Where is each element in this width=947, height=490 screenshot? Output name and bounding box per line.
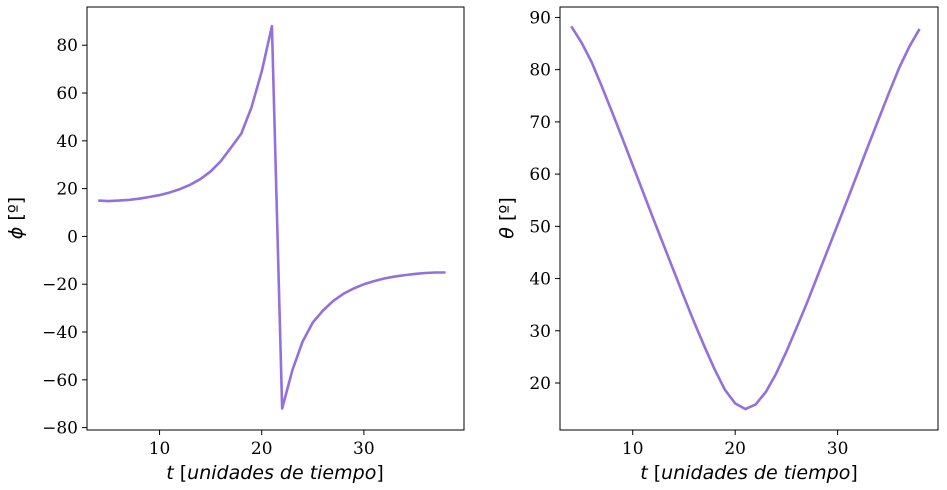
y-tick-label-phi: 20 <box>56 180 78 200</box>
plot-area-phi <box>87 7 464 430</box>
x-tick-label-theta: 30 <box>827 439 849 459</box>
x-tick-label-theta: 10 <box>622 439 644 459</box>
x-axis-label-theta: t [unidades de tiempo] <box>640 462 857 484</box>
series-line-phi <box>98 24 446 410</box>
y-tick-label-phi: −40 <box>42 323 78 343</box>
axes-frame-theta <box>559 6 939 431</box>
y-tick-label-theta: 30 <box>529 322 551 342</box>
y-tick-label-theta: 60 <box>529 165 551 185</box>
axes-frame-phi <box>86 6 465 431</box>
y-tick-label-phi: 60 <box>56 84 78 104</box>
y-tick-label-phi: 80 <box>56 36 78 56</box>
y-tick-label-phi: −80 <box>42 419 78 439</box>
y-tick-label-theta: 80 <box>529 61 551 81</box>
x-tick-label-phi: 20 <box>251 439 273 459</box>
series-line-theta <box>570 25 921 411</box>
y-tick-label-phi: 40 <box>56 132 78 152</box>
y-axis-label-phi: ϕ [º] <box>5 197 27 239</box>
subplot-phi: 10 20 30 −80 −60 −40 −20 0 20 40 60 80 t [unidades … <box>5 6 465 484</box>
y-tick-label-theta: 50 <box>529 217 551 237</box>
tick-group-theta: 10 20 30 20 30 40 50 60 70 80 90 <box>529 8 848 459</box>
subplot-theta: 10 20 30 20 30 40 50 60 70 80 90 t [unidades de ti… <box>496 6 939 484</box>
y-tick-label-phi: −20 <box>42 275 78 295</box>
x-tick-label-phi: 30 <box>353 439 375 459</box>
y-tick-label-theta: 40 <box>529 270 551 290</box>
y-tick-label-theta: 70 <box>529 113 551 133</box>
x-axis-label-phi: t [unidades de tiempo] <box>166 462 383 484</box>
y-tick-label-phi: 0 <box>67 227 78 247</box>
tick-group-phi: 10 20 30 −80 −60 −40 −20 0 20 40 60 80 <box>42 36 375 459</box>
x-tick-label-theta: 20 <box>724 439 746 459</box>
y-tick-label-theta: 20 <box>529 374 551 394</box>
y-axis-label-theta: θ [º] <box>496 197 518 238</box>
x-tick-label-phi: 10 <box>149 439 171 459</box>
plot-area-theta <box>560 7 938 430</box>
y-tick-label-phi: −60 <box>42 371 78 391</box>
y-tick-label-theta: 90 <box>529 8 551 28</box>
